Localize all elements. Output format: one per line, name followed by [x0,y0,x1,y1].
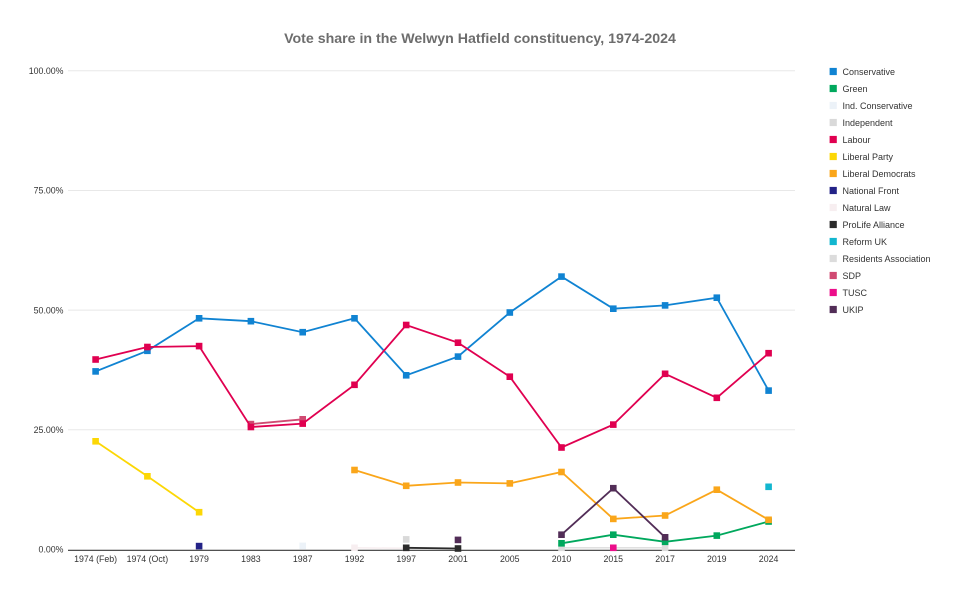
svg-text:Vote share in the Welwyn Hatfi: Vote share in the Welwyn Hatfield consti… [284,31,676,47]
svg-text:2019: 2019 [707,554,727,564]
svg-text:2015: 2015 [604,554,624,564]
svg-text:Conservative: Conservative [843,67,896,77]
svg-text:2017: 2017 [655,554,675,564]
svg-text:Liberal Party: Liberal Party [843,152,894,162]
svg-text:UKIP: UKIP [843,305,864,315]
svg-text:2024: 2024 [759,554,779,564]
svg-text:TUSC: TUSC [843,288,868,298]
svg-text:SDP: SDP [843,271,862,281]
svg-text:1974 (Feb): 1974 (Feb) [74,554,117,564]
svg-text:1987: 1987 [293,554,313,564]
svg-text:100.00%: 100.00% [29,66,64,76]
svg-text:Labour: Labour [843,135,871,145]
svg-text:1979: 1979 [189,554,209,564]
svg-text:National Front: National Front [843,186,900,196]
svg-text:Natural Law: Natural Law [843,203,892,213]
svg-text:1974 (Oct): 1974 (Oct) [127,554,169,564]
svg-text:1997: 1997 [396,554,416,564]
svg-text:Residents Association: Residents Association [843,254,931,264]
svg-text:2005: 2005 [500,554,520,564]
svg-text:Liberal Democrats: Liberal Democrats [843,169,917,179]
svg-text:2001: 2001 [448,554,468,564]
svg-text:Green: Green [843,84,868,94]
svg-text:75.00%: 75.00% [34,186,64,196]
svg-text:2010: 2010 [552,554,572,564]
svg-text:Reform UK: Reform UK [843,237,888,247]
svg-text:25.00%: 25.00% [34,425,64,435]
svg-text:1992: 1992 [345,554,365,564]
svg-text:Independent: Independent [843,118,894,128]
svg-text:ProLife Alliance: ProLife Alliance [843,220,905,230]
svg-text:Ind. Conservative: Ind. Conservative [843,101,913,111]
svg-text:0.00%: 0.00% [39,545,64,555]
svg-text:50.00%: 50.00% [34,305,64,315]
svg-text:1983: 1983 [241,554,261,564]
